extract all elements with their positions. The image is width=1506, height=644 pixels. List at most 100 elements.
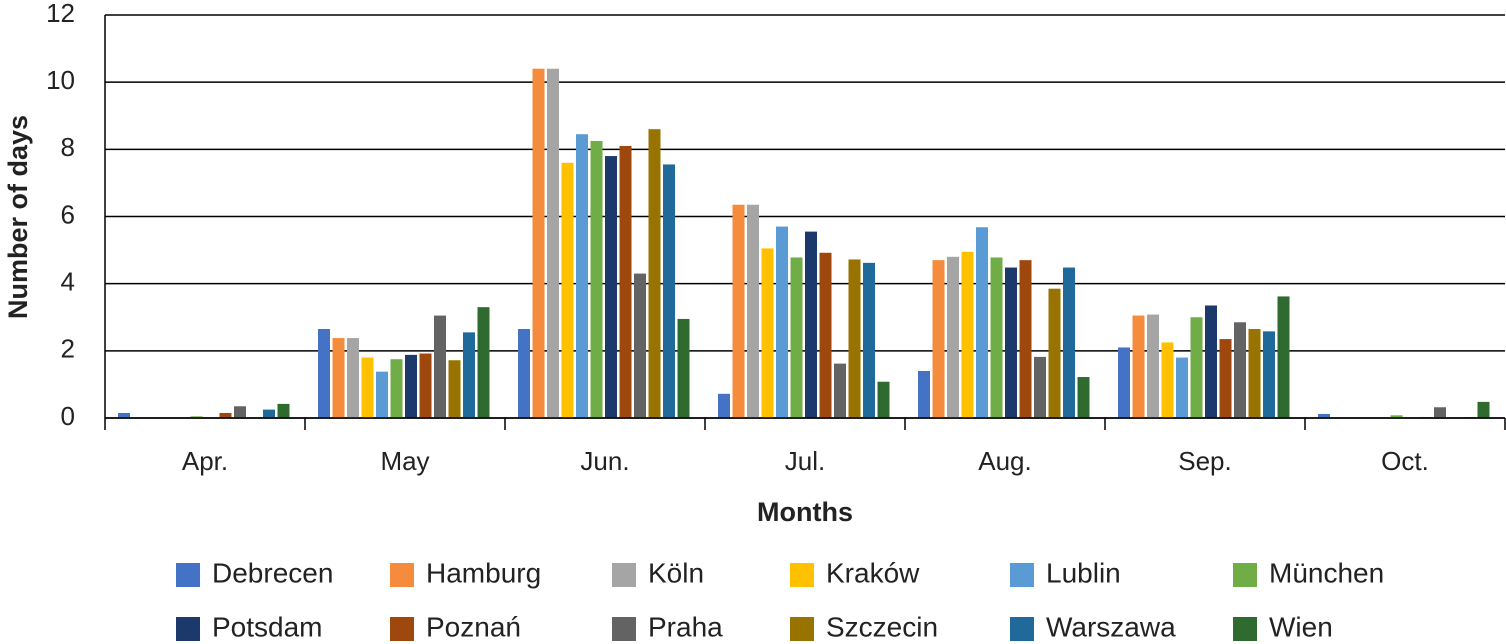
bar: [663, 164, 675, 418]
legend-label: Lublin: [1046, 557, 1121, 588]
bar: [1477, 401, 1490, 418]
x-tick-label: Oct.: [1381, 446, 1429, 476]
bar: [1063, 267, 1075, 418]
y-tick-label: 8: [61, 132, 75, 162]
bar: [877, 381, 890, 418]
y-axis-label: Number of days: [3, 115, 33, 319]
bar: [677, 318, 690, 418]
bar: [1190, 317, 1203, 418]
legend-swatch: [612, 617, 636, 641]
x-tick-label: Aug.: [978, 446, 1032, 476]
legend-label: Wien: [1269, 611, 1333, 642]
legend-swatch: [176, 617, 200, 641]
bar: [1176, 357, 1188, 418]
bar: [848, 259, 861, 418]
bar: [1434, 407, 1446, 418]
bar: [547, 68, 559, 418]
bar: [761, 248, 774, 418]
x-tick-label: Jul.: [785, 446, 825, 476]
bar: [819, 252, 832, 418]
bar: [1019, 260, 1032, 418]
legend-label: Praha: [648, 611, 723, 642]
bar: [605, 156, 617, 419]
bar: [932, 260, 945, 418]
bar: [263, 409, 275, 418]
y-tick-label: 4: [61, 267, 75, 297]
bar: [1248, 329, 1261, 418]
bar: [961, 251, 974, 418]
bar: [448, 360, 461, 418]
bar: [1161, 342, 1174, 418]
legend-swatch: [1010, 617, 1034, 641]
y-tick-label: 6: [61, 199, 75, 229]
bar: [747, 204, 759, 418]
bar: [1219, 339, 1232, 418]
legend-label: Kraków: [826, 557, 920, 588]
y-tick-label: 0: [61, 401, 75, 431]
legend-label: Warszawa: [1046, 611, 1176, 642]
legend-swatch: [1010, 563, 1034, 587]
bar: [1263, 331, 1275, 418]
legend-label: Debrecen: [212, 557, 333, 588]
bar: [976, 227, 988, 418]
bar: [1205, 305, 1217, 418]
bar: [648, 129, 661, 418]
legend-label: Köln: [648, 557, 704, 588]
x-tick-label: May: [380, 446, 429, 476]
bar: [947, 256, 959, 418]
bar: [1132, 315, 1145, 418]
bar: [390, 359, 403, 418]
bar: [918, 370, 930, 418]
legend-swatch: [390, 617, 414, 641]
bar: [532, 68, 545, 418]
bar: [619, 145, 632, 418]
legend-label: Szczecin: [826, 611, 938, 642]
bar: [318, 329, 330, 418]
bar: [1034, 356, 1046, 418]
bar: [332, 338, 345, 418]
bar: [1318, 413, 1330, 418]
bar: [1077, 377, 1090, 418]
x-tick-label: Sep.: [1178, 446, 1232, 476]
x-tick-label: Jun.: [580, 446, 629, 476]
bar: [718, 393, 730, 418]
bar: [1118, 347, 1130, 418]
bar: [518, 329, 530, 418]
bar: [405, 354, 417, 418]
legend-label: Hamburg: [426, 557, 541, 588]
bar: [1048, 288, 1061, 418]
bar: [805, 231, 817, 418]
bar: [590, 140, 603, 418]
bar: [863, 262, 875, 418]
legend-swatch: [390, 563, 414, 587]
bar: [1390, 415, 1403, 418]
bar: [776, 226, 788, 418]
bar: [634, 273, 646, 418]
x-tick-label: Apr.: [182, 446, 228, 476]
bar: [732, 204, 745, 418]
y-tick-label: 2: [61, 334, 75, 364]
legend-swatch: [790, 563, 814, 587]
bar: [361, 357, 374, 418]
legend-swatch: [790, 617, 814, 641]
bar: [277, 403, 290, 418]
bar: [234, 406, 246, 418]
bar: [376, 371, 388, 418]
legend-label: Potsdam: [212, 611, 323, 642]
bar: [347, 338, 359, 418]
bar: [419, 353, 432, 418]
legend-label: München: [1269, 557, 1384, 588]
x-axis-label: Months: [757, 497, 853, 527]
bar: [477, 307, 490, 418]
bar: [990, 257, 1003, 418]
y-tick-label: 10: [46, 65, 75, 95]
bar: [434, 315, 446, 418]
bar: [834, 363, 846, 418]
legend-swatch: [176, 563, 200, 587]
legend-swatch: [1233, 563, 1257, 587]
bar: [1147, 314, 1159, 418]
bar: [1005, 267, 1017, 418]
bar: [118, 412, 130, 418]
legend-label: Poznań: [426, 611, 521, 642]
